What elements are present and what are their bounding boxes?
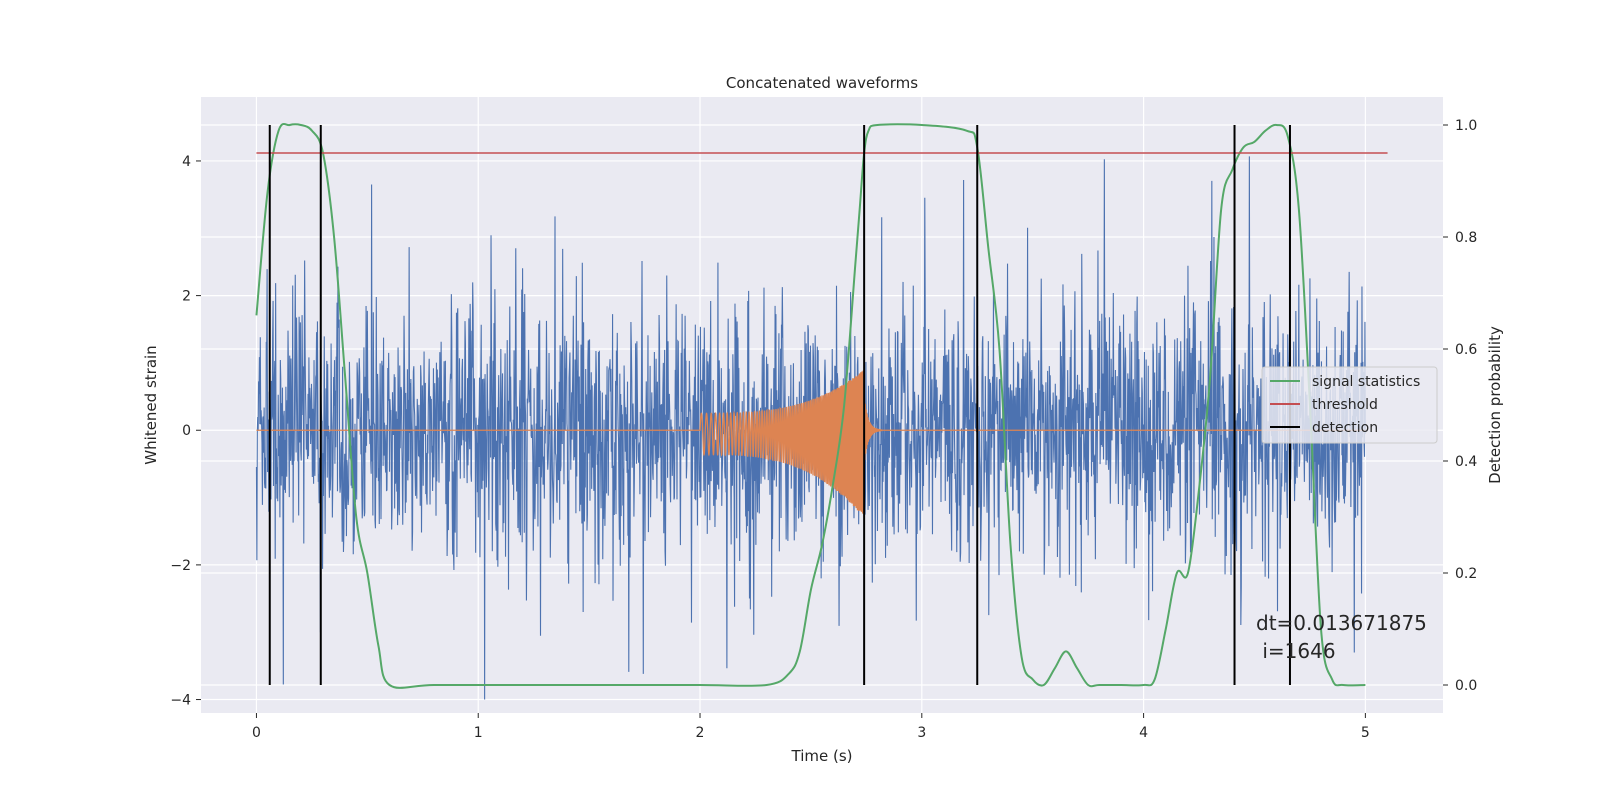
y2-tick-label: 0.8 <box>1455 230 1477 246</box>
legend: signal statistics threshold detection <box>1261 366 1438 444</box>
x-tick-label: 5 <box>1361 725 1370 741</box>
x-axis-label: Time (s) <box>791 747 853 765</box>
y2-axis-ticks: 0.0 0.2 0.4 0.6 0.8 1.0 <box>1443 118 1477 694</box>
y2-tick-label: 0.2 <box>1455 566 1477 582</box>
x-tick-label: 3 <box>917 725 926 741</box>
y-tick-label: 4 <box>182 154 191 170</box>
y2-tick-label: 0.4 <box>1455 454 1477 470</box>
annotation-i: i=1646 <box>1256 639 1336 663</box>
y2-tick-label: 1.0 <box>1455 118 1477 134</box>
annotation-dt: dt=0.013671875 <box>1256 611 1427 635</box>
y2-tick-label: 0.0 <box>1455 678 1477 694</box>
y-axis-ticks: −4 −2 0 2 4 <box>170 154 201 709</box>
y-tick-label: −2 <box>170 558 191 574</box>
y2-axis-label: Detection probability <box>1486 326 1504 484</box>
y-tick-label: 2 <box>182 289 191 305</box>
y-tick-label: 0 <box>182 423 191 439</box>
x-tick-label: 4 <box>1139 725 1148 741</box>
x-tick-label: 2 <box>696 725 705 741</box>
y-axis-label: Whitened strain <box>142 345 160 464</box>
y2-tick-label: 0.6 <box>1455 342 1477 358</box>
legend-label-threshold: threshold <box>1312 397 1378 413</box>
legend-box <box>1261 366 1438 444</box>
x-tick-label: 0 <box>252 725 261 741</box>
y-tick-label: −4 <box>170 693 191 709</box>
x-tick-label: 1 <box>474 725 483 741</box>
series-signal-statistics <box>255 122 1366 689</box>
legend-label-signal-statistics: signal statistics <box>1312 374 1420 390</box>
chart-title: Concatenated waveforms <box>726 74 918 92</box>
series-injected-waveform <box>256 370 1366 515</box>
annotation: dt=0.013671875 i=1646 <box>1256 611 1427 663</box>
x-axis-ticks: 0 1 2 3 4 5 <box>252 713 1370 741</box>
legend-label-detection: detection <box>1312 420 1378 436</box>
